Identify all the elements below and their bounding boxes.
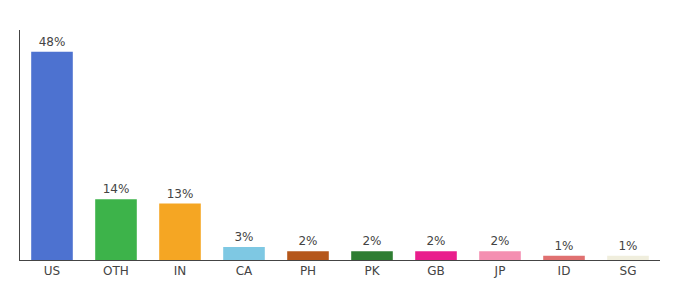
svg-text:13%: 13% [167, 187, 194, 201]
svg-text:1%: 1% [554, 239, 573, 253]
svg-text:SG: SG [620, 264, 637, 278]
svg-text:CA: CA [236, 264, 253, 278]
svg-text:GB: GB [427, 264, 445, 278]
svg-text:US: US [44, 264, 60, 278]
svg-text:PK: PK [364, 264, 380, 278]
svg-text:2%: 2% [426, 234, 445, 248]
svg-text:JP: JP [494, 264, 506, 278]
svg-text:14%: 14% [103, 182, 130, 196]
svg-text:PH: PH [300, 264, 316, 278]
svg-text:2%: 2% [298, 234, 317, 248]
svg-text:IN: IN [174, 264, 187, 278]
svg-text:2%: 2% [362, 234, 381, 248]
svg-text:48%: 48% [39, 35, 66, 49]
svg-text:ID: ID [558, 264, 571, 278]
svg-text:2%: 2% [490, 234, 509, 248]
svg-text:3%: 3% [234, 230, 253, 244]
svg-text:OTH: OTH [103, 264, 129, 278]
svg-text:1%: 1% [618, 239, 637, 253]
